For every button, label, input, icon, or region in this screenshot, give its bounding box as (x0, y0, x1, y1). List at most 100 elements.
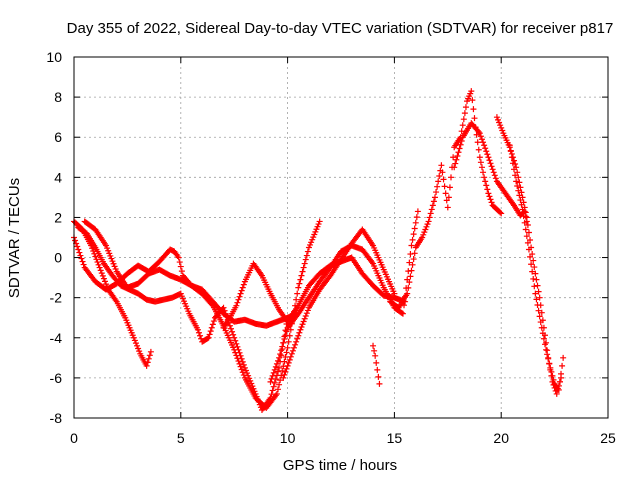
data-point (538, 309, 545, 316)
data-point (274, 368, 281, 375)
data-point (448, 174, 455, 181)
data-point (520, 213, 527, 220)
data-point (132, 340, 139, 347)
data-point (441, 183, 448, 190)
data-point (226, 322, 233, 329)
data-point (456, 145, 463, 152)
data-point (546, 360, 553, 367)
data-point (405, 284, 412, 291)
data-point (304, 248, 311, 255)
y-tick-label: 4 (54, 169, 62, 185)
data-point (175, 254, 182, 261)
data-point (194, 326, 201, 333)
data-point (407, 251, 414, 258)
data-point (459, 122, 466, 129)
data-point (272, 363, 279, 370)
data-point (147, 348, 154, 355)
data-point (282, 368, 289, 375)
data-point (222, 310, 229, 317)
data-point (531, 264, 538, 271)
data-series-track-4 (81, 218, 323, 411)
data-point (293, 296, 300, 303)
data-point (289, 347, 296, 354)
data-point (555, 386, 562, 393)
data-point (274, 386, 281, 393)
y-tick-label: -4 (50, 330, 63, 346)
x-tick-label: 5 (177, 430, 185, 446)
data-point (407, 273, 414, 280)
data-point (511, 166, 518, 173)
data-point (525, 229, 532, 236)
data-point (410, 231, 417, 238)
data-point (101, 278, 108, 285)
data-point (291, 344, 298, 351)
data-point (481, 174, 488, 181)
data-point (549, 372, 556, 379)
data-point (409, 261, 416, 268)
data-point (269, 372, 276, 379)
data-point (236, 293, 243, 300)
data-point (276, 381, 283, 388)
data-point (104, 245, 111, 252)
data-point (235, 296, 242, 303)
data-point (195, 329, 202, 336)
data-point (93, 256, 100, 263)
data-point (535, 307, 542, 314)
data-point (431, 194, 438, 201)
data-point (74, 243, 81, 250)
data-point (475, 146, 482, 153)
data-point (458, 128, 465, 135)
data-point (136, 348, 143, 355)
data-point (98, 270, 105, 277)
data-point (220, 304, 227, 311)
data-point (406, 259, 413, 266)
data-point (276, 354, 283, 361)
data-point (420, 231, 427, 238)
data-point (310, 234, 317, 241)
data-point (434, 183, 441, 190)
y-tick-label: 10 (46, 49, 62, 65)
data-point (103, 242, 110, 249)
data-point (376, 380, 383, 387)
data-point (100, 275, 107, 282)
data-point (486, 193, 493, 200)
data-point (507, 148, 514, 155)
data-point (481, 142, 488, 149)
data-point (293, 338, 300, 345)
data-point (547, 364, 554, 371)
data-point (535, 288, 542, 295)
data-point (483, 182, 490, 189)
data-point (419, 234, 426, 241)
data-point (274, 357, 281, 364)
data-point (543, 346, 550, 353)
data-point (288, 350, 295, 357)
data-point (488, 163, 495, 170)
data-point (144, 359, 151, 366)
data-point (281, 336, 288, 343)
data-point (110, 260, 117, 267)
data-point (307, 241, 314, 248)
data-point (474, 139, 481, 146)
data-point (518, 189, 525, 196)
data-point (461, 110, 468, 117)
data-point (239, 358, 246, 365)
data-point (237, 290, 244, 297)
data-point (239, 284, 246, 291)
data-point (271, 366, 278, 373)
data-point (457, 141, 464, 148)
data-point (145, 355, 152, 362)
data-point (477, 159, 484, 166)
data-point (206, 331, 213, 338)
data-series-track-11 (493, 114, 565, 397)
data-point (488, 199, 495, 206)
data-point (375, 373, 382, 380)
data-point (516, 192, 523, 199)
data-point (287, 353, 294, 360)
data-point (539, 330, 546, 337)
y-tick-label: 8 (54, 89, 62, 105)
data-point (178, 268, 185, 275)
data-point (314, 223, 321, 230)
data-point (295, 284, 302, 291)
y-tick-label: 6 (54, 129, 62, 145)
